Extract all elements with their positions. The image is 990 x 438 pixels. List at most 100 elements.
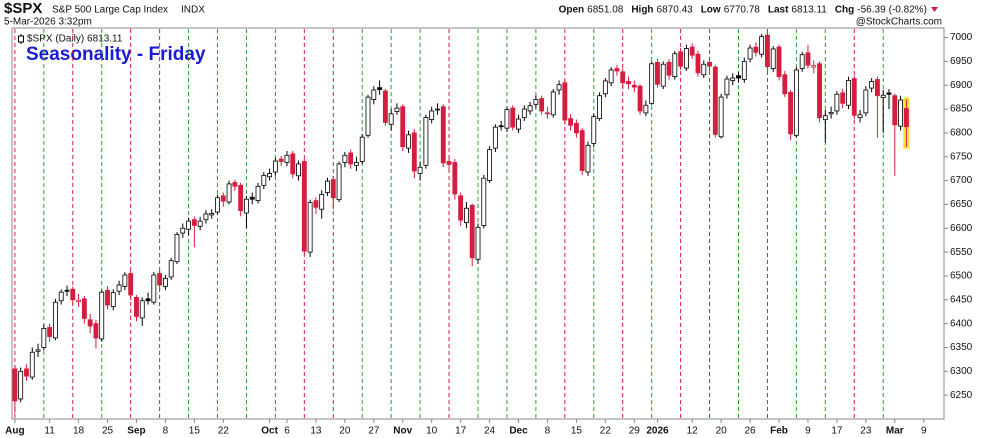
x-tick-label: 6 bbox=[284, 426, 290, 437]
x-tick-label: 17 bbox=[831, 426, 843, 437]
candle-body bbox=[93, 323, 99, 339]
candle-body bbox=[718, 96, 724, 138]
exchange: INDX bbox=[181, 5, 205, 16]
candle-body bbox=[157, 273, 163, 286]
candle-body bbox=[776, 46, 782, 78]
x-tick-label: 22 bbox=[218, 426, 230, 437]
candle-body bbox=[313, 200, 319, 208]
candle-body bbox=[492, 126, 498, 149]
x-tick-label: Feb bbox=[770, 426, 788, 437]
candle-body bbox=[521, 108, 527, 119]
candle-body bbox=[759, 36, 765, 55]
candle-body bbox=[724, 78, 730, 96]
candle-body bbox=[301, 161, 307, 252]
candle-body bbox=[707, 61, 712, 67]
candle-body bbox=[365, 96, 371, 136]
candle-body bbox=[226, 183, 232, 203]
candle-body bbox=[400, 106, 406, 148]
candle-body bbox=[330, 179, 336, 199]
candle-body bbox=[348, 152, 354, 165]
candle-body bbox=[683, 48, 689, 69]
candle-body bbox=[58, 291, 64, 302]
candle-body bbox=[747, 47, 753, 60]
x-tick-label: Dec bbox=[509, 426, 528, 437]
candle-body bbox=[880, 94, 886, 99]
candle-body bbox=[371, 89, 377, 100]
quote-bar: Open 6851.08 High 6870.43 Low 6770.78 Last 6813… bbox=[559, 5, 938, 16]
candle-body bbox=[527, 105, 533, 112]
candle-body bbox=[585, 144, 591, 173]
candle-body bbox=[446, 161, 452, 165]
candle-body bbox=[730, 77, 736, 81]
candle-body bbox=[197, 220, 203, 227]
quote-percent: (-0.82%) bbox=[889, 5, 927, 16]
candle-body bbox=[342, 154, 348, 163]
candle-body bbox=[99, 291, 105, 340]
candle-body bbox=[481, 177, 487, 226]
candle-body bbox=[817, 63, 822, 119]
candle-body bbox=[180, 227, 186, 234]
candle-body bbox=[452, 162, 458, 195]
candle-body bbox=[591, 116, 597, 144]
x-tick-label: 2026 bbox=[646, 426, 669, 437]
candle-body bbox=[793, 69, 799, 136]
candle-body bbox=[417, 166, 423, 174]
candle-body bbox=[510, 107, 516, 128]
candle-body bbox=[846, 80, 851, 106]
candle-body bbox=[660, 63, 666, 87]
candle-body bbox=[64, 289, 70, 292]
candle-body bbox=[597, 95, 602, 119]
candle-body bbox=[325, 180, 330, 193]
x-tick-label: 26 bbox=[745, 426, 757, 437]
quote-label: Chg bbox=[835, 5, 854, 16]
y-tick-label: 6550 bbox=[950, 247, 973, 258]
candle-body bbox=[573, 122, 579, 134]
candle-body bbox=[249, 196, 255, 200]
candle-body bbox=[805, 52, 811, 66]
x-tick-label: Nov bbox=[393, 426, 412, 437]
candle-body bbox=[643, 104, 649, 114]
candle-body bbox=[741, 60, 747, 80]
y-tick-label: 6750 bbox=[950, 151, 973, 162]
x-tick-label: 15 bbox=[189, 426, 201, 437]
candle-body bbox=[290, 153, 296, 175]
candle-body bbox=[678, 51, 684, 67]
candle-body bbox=[498, 125, 504, 128]
candle-body bbox=[782, 74, 788, 95]
candle-body bbox=[232, 182, 238, 187]
legend-label: $SPX (Daily) 6813.11 bbox=[27, 34, 123, 45]
candle-body bbox=[834, 93, 840, 112]
change-indicator bbox=[931, 7, 938, 12]
y-tick-label: 6450 bbox=[950, 294, 973, 305]
x-tick-label: 24 bbox=[484, 426, 496, 437]
candle-body bbox=[765, 34, 770, 68]
x-tick-label: 17 bbox=[455, 426, 467, 437]
plot: 6250630063506400645065006550660066506700… bbox=[5, 29, 973, 437]
x-tick-label: 27 bbox=[368, 426, 380, 437]
candle-body bbox=[863, 89, 869, 114]
candle-body bbox=[649, 63, 655, 104]
candle-body bbox=[869, 81, 875, 89]
candle-body bbox=[736, 75, 741, 79]
legend: $SPX (Daily) 6813.11 bbox=[18, 34, 123, 45]
candle-body bbox=[429, 110, 435, 120]
candle-body bbox=[52, 301, 58, 339]
candle-body bbox=[272, 160, 278, 173]
candle-body bbox=[41, 328, 47, 348]
x-tick-label: 23 bbox=[860, 426, 872, 437]
candle-body bbox=[139, 300, 145, 319]
candle-body bbox=[463, 207, 469, 223]
security-name: S&P 500 Large Cap Index bbox=[52, 5, 168, 16]
candle-body bbox=[18, 370, 24, 400]
candle-body bbox=[608, 69, 614, 84]
x-tick-label: 13 bbox=[310, 426, 322, 437]
candle-body bbox=[145, 298, 151, 302]
y-tick-label: 6650 bbox=[950, 199, 973, 210]
candle-body bbox=[504, 109, 510, 129]
candle-body bbox=[689, 46, 695, 56]
candle-body bbox=[614, 68, 620, 72]
candle-body bbox=[533, 99, 539, 105]
candle-body bbox=[788, 91, 794, 135]
candle-body bbox=[296, 163, 301, 177]
